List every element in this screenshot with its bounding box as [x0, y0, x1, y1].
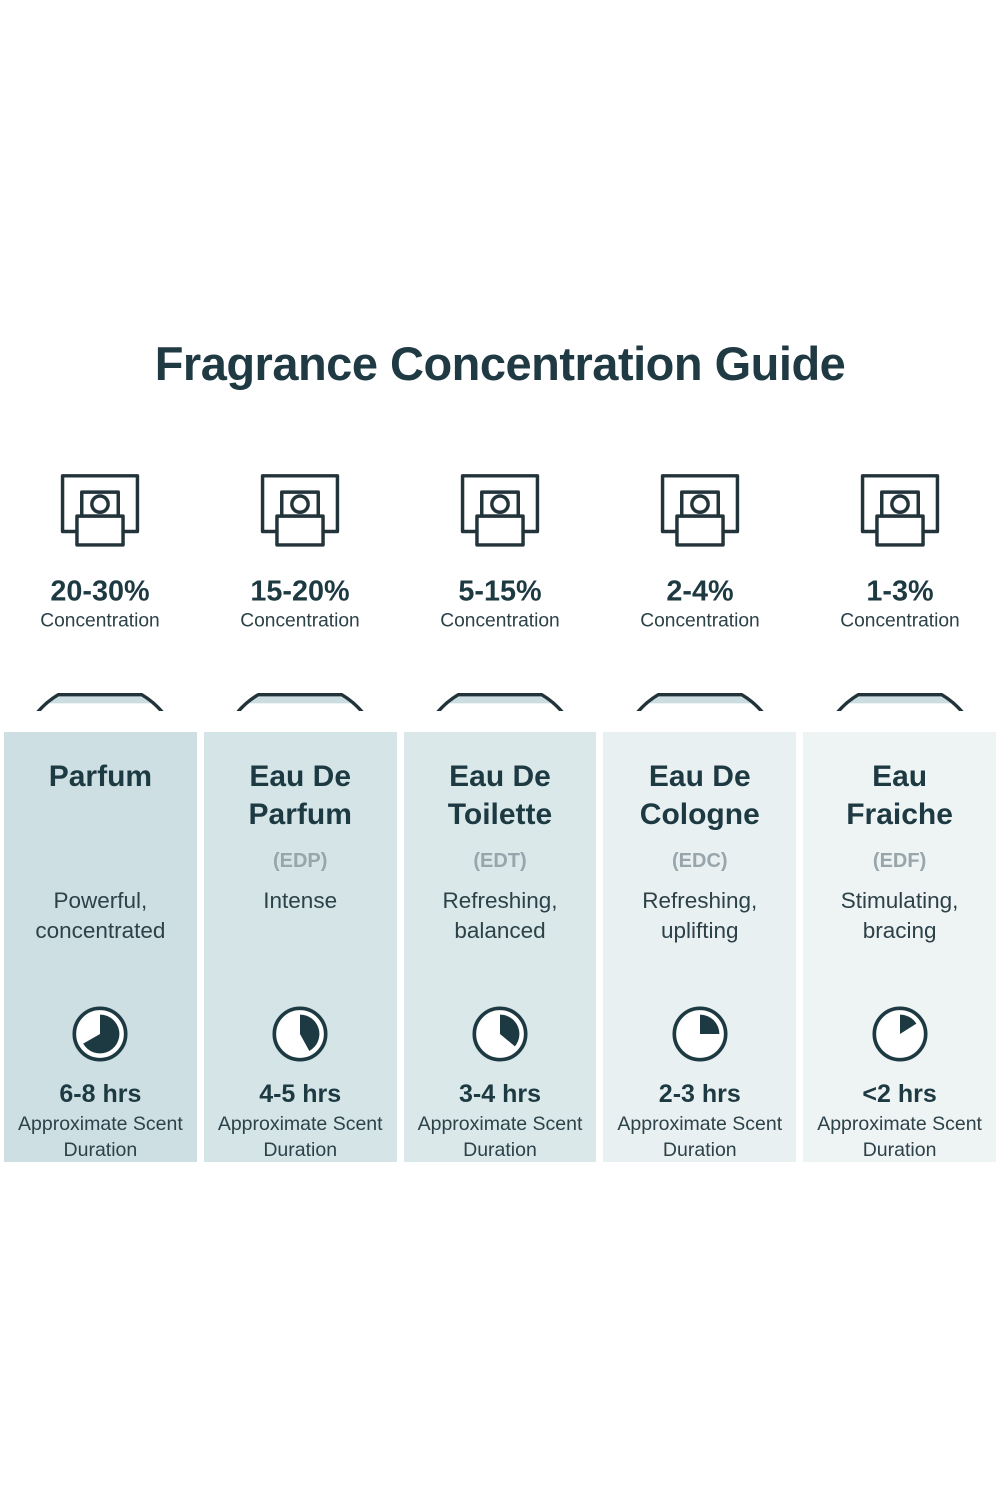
clock-icon [672, 1006, 728, 1062]
clock-icon [72, 1006, 128, 1062]
fragrance-name: Parfum [14, 758, 187, 838]
fragrance-name: Eau De Toilette [414, 758, 587, 838]
scent-duration-label: Approximate Scent Duration [417, 1112, 583, 1161]
concentration-label: Concentration [640, 610, 759, 631]
bottle-cell-eau-fraiche: 1-3% Concentration [803, 471, 996, 711]
card-eau-de-parfum: Eau De Parfum (EDP) Intense 4-5 hrs Appr… [203, 731, 397, 1162]
scent-duration-value: 6-8 hrs [59, 1079, 142, 1108]
card-eau-de-cologne: Eau De Cologne (EDC) Refreshing, uplifti… [603, 731, 797, 1162]
fragrance-name: Eau Fraiche [813, 758, 986, 838]
fragrance-name-line1: Eau [872, 759, 928, 793]
fragrance-name-line1: Parfum [48, 759, 153, 793]
fragrance-description: Stimulating, bracing [840, 887, 959, 943]
scent-duration-value: <2 hrs [862, 1079, 937, 1108]
clock-icon [472, 1006, 528, 1062]
bottle-cell-eau-de-cologne: 2-4% Concentration [603, 471, 796, 711]
card-eau-de-toilette: Eau De Toilette (EDT) Refreshing, balanc… [403, 731, 597, 1162]
fragrance-name-line2: Parfum [248, 797, 352, 831]
perfume-bottle-icon: 2-4% Concentration [618, 473, 782, 711]
scent-duration-value: 2-3 hrs [658, 1079, 741, 1108]
card-row: Parfum Powerful, concentrated 6-8 hrs Ap… [0, 731, 1000, 1162]
perfume-bottle-icon: 1-3% Concentration [817, 473, 982, 711]
concentration-value: 5-15% [458, 575, 541, 607]
bottle-row: 20-30% Concentration 15-20% Concentratio… [0, 471, 1000, 711]
scent-duration-label: Approximate Scent Duration [617, 1112, 783, 1161]
fragrance-name: Eau De Cologne [613, 758, 786, 838]
fragrance-abbr: (EDF) [872, 849, 927, 872]
clock-icon [272, 1006, 328, 1062]
concentration-label: Concentration [240, 610, 359, 631]
concentration-value: 1-3% [866, 575, 933, 607]
fragrance-abbr [14, 846, 187, 876]
scent-duration-label: Approximate Scent Duration [817, 1112, 982, 1161]
fragrance-name-line2: Toilette [447, 797, 553, 831]
perfume-bottle-icon: 15-20% Concentration [218, 473, 382, 711]
scent-duration-label: Approximate Scent Duration [217, 1112, 383, 1161]
fragrance-name-line1: Eau De [249, 759, 352, 793]
concentration-label: Concentration [41, 610, 160, 631]
fragrance-description: Refreshing, balanced [442, 887, 558, 943]
clock-icon [872, 1006, 928, 1062]
scent-duration-value: 3-4 hrs [459, 1079, 541, 1108]
fragrance-abbr: (EDT) [473, 849, 527, 872]
concentration-label: Concentration [840, 610, 959, 631]
concentration-value: 2-4% [666, 575, 733, 607]
fragrance-name-line1: Eau De [648, 759, 751, 793]
bottle-cell-eau-de-toilette: 5-15% Concentration [404, 471, 597, 711]
fragrance-abbr: (EDP) [272, 849, 328, 872]
concentration-label: Concentration [440, 610, 559, 631]
scent-duration-value: 4-5 hrs [259, 1079, 342, 1108]
perfume-bottle-icon: 20-30% Concentration [18, 473, 182, 711]
fragrance-description: Powerful, concentrated [35, 887, 166, 943]
concentration-value: 15-20% [251, 575, 350, 607]
perfume-bottle-icon: 5-15% Concentration [418, 473, 582, 711]
bottle-cell-eau-de-parfum: 15-20% Concentration [204, 471, 397, 711]
card-parfum: Parfum Powerful, concentrated 6-8 hrs Ap… [4, 731, 197, 1162]
card-eau-fraiche: Eau Fraiche (EDF) Stimulating, bracing <… [803, 731, 996, 1162]
fragrance-name-line1: Eau De [449, 759, 551, 793]
fragrance-name-line2: Fraiche [846, 797, 953, 831]
page-title: Fragrance Concentration Guide [154, 337, 846, 390]
fragrance-description: Refreshing, uplifting [642, 887, 758, 943]
bottle-cell-parfum: 20-30% Concentration [4, 471, 197, 711]
fragrance-name-line2: Cologne [639, 797, 760, 831]
concentration-value: 20-30% [51, 575, 150, 607]
fragrance-description: Intense [263, 887, 338, 913]
fragrance-name: Eau De Parfum [214, 758, 387, 838]
fragrance-abbr: (EDC) [672, 849, 728, 872]
scent-duration-label: Approximate Scent Duration [18, 1112, 183, 1161]
